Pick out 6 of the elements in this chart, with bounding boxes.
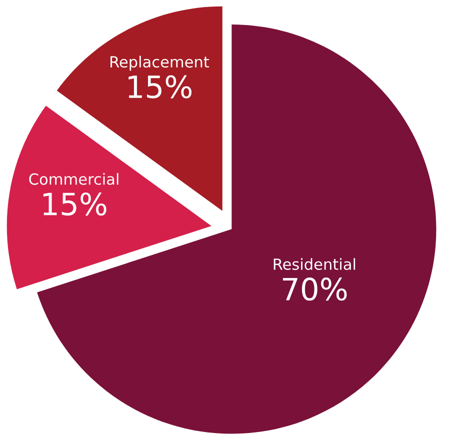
slice-label: Residential [274,258,356,270]
data-label: 15% [43,192,106,216]
slice-label: Replacement [110,56,210,71]
data-label: 70% [282,278,347,301]
slice-label: Commercial [29,173,118,185]
data-label: 15% [128,75,192,98]
